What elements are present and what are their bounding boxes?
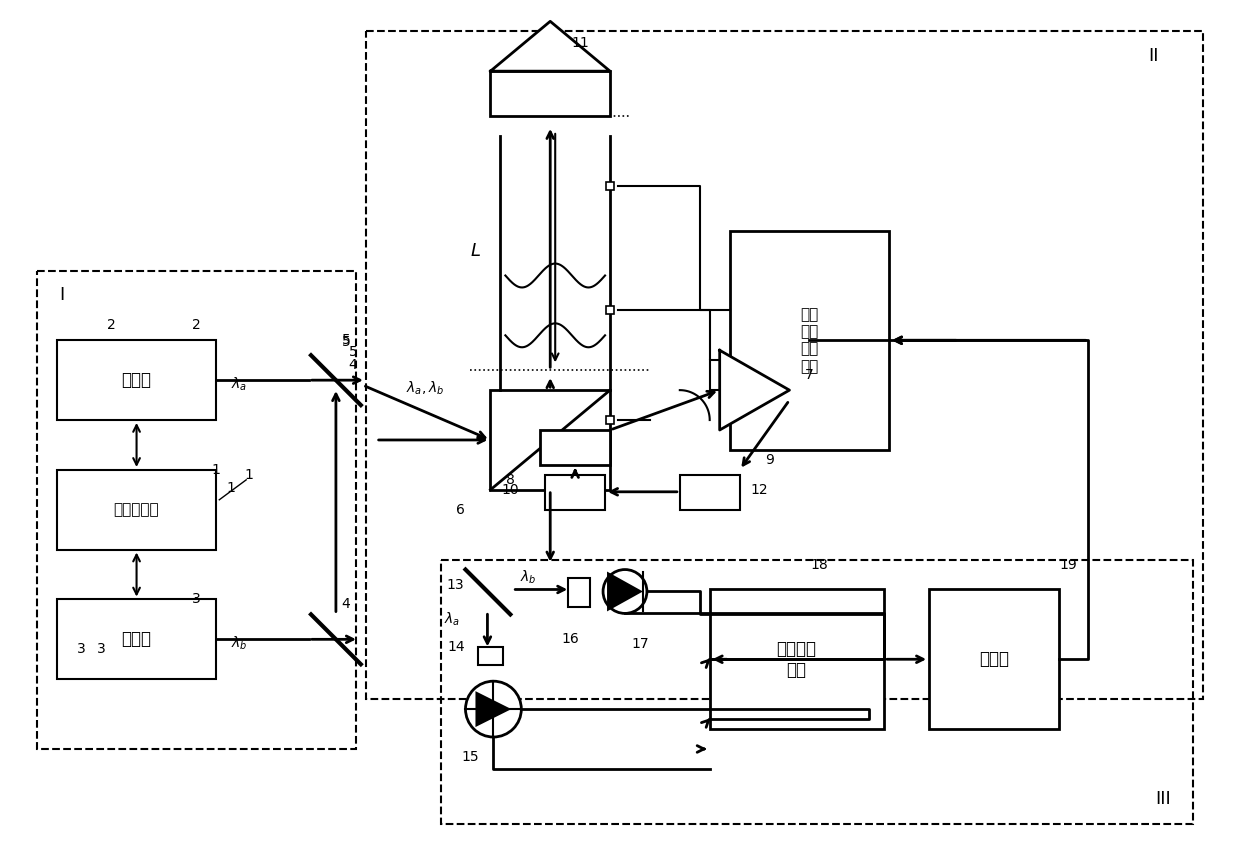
Text: 18: 18 (811, 557, 828, 571)
Bar (490, 71, 610, 116)
Text: 8: 8 (506, 473, 515, 487)
Text: 激光器: 激光器 (122, 371, 151, 389)
Text: 数据采集
模块: 数据采集 模块 (776, 639, 816, 678)
Text: II: II (1148, 47, 1158, 66)
Polygon shape (719, 350, 790, 430)
Text: $\lambda_b$: $\lambda_b$ (231, 634, 248, 652)
Circle shape (603, 570, 647, 614)
Text: 6: 6 (456, 503, 465, 517)
Text: 5: 5 (341, 336, 350, 350)
Text: 3: 3 (97, 642, 107, 656)
Text: III: III (1156, 790, 1171, 808)
Text: 5: 5 (341, 333, 350, 347)
Polygon shape (490, 22, 610, 71)
Text: 激光器: 激光器 (122, 630, 151, 648)
Bar (440, 559, 1193, 823)
Text: 17: 17 (631, 637, 649, 652)
Text: 14: 14 (448, 640, 465, 654)
Bar (568, 577, 590, 608)
Text: I: I (60, 287, 64, 305)
Text: 环境
参数
测量
模块: 环境 参数 测量 模块 (800, 306, 818, 374)
Bar (57, 469, 216, 550)
Bar (606, 306, 614, 314)
Bar (479, 647, 503, 665)
Text: 16: 16 (562, 633, 579, 646)
Bar (546, 475, 605, 510)
Text: 5: 5 (348, 345, 357, 359)
Text: $\lambda_a$: $\lambda_a$ (231, 375, 248, 393)
Text: 1: 1 (227, 481, 236, 494)
Text: 计算机: 计算机 (978, 650, 1009, 668)
Text: 1: 1 (244, 468, 254, 482)
Bar (57, 600, 216, 679)
Bar (490, 390, 610, 490)
Text: 3: 3 (192, 593, 201, 607)
Text: $\lambda_b$: $\lambda_b$ (521, 569, 537, 586)
Text: 19: 19 (1060, 557, 1078, 571)
Bar (541, 430, 610, 465)
Text: 1: 1 (212, 463, 221, 477)
Bar (729, 230, 889, 450)
Text: L: L (470, 242, 480, 260)
Bar (37, 270, 356, 749)
Text: 12: 12 (750, 482, 769, 497)
Text: 7: 7 (805, 369, 813, 382)
Text: 4: 4 (348, 358, 357, 372)
Bar (606, 416, 614, 424)
Text: 13: 13 (446, 577, 464, 591)
Text: $\lambda_a,\lambda_b$: $\lambda_a,\lambda_b$ (405, 380, 444, 397)
Text: 2: 2 (192, 318, 201, 332)
Text: 9: 9 (765, 453, 774, 467)
Text: 10: 10 (501, 482, 520, 497)
Bar (680, 475, 739, 510)
Bar (366, 31, 1203, 699)
Text: 4: 4 (341, 597, 350, 612)
Circle shape (465, 681, 521, 737)
Bar (709, 589, 884, 729)
Text: 2: 2 (108, 318, 117, 332)
Bar (606, 182, 614, 190)
Polygon shape (475, 691, 511, 727)
Text: 11: 11 (572, 36, 589, 50)
Text: $\lambda_a$: $\lambda_a$ (444, 611, 460, 628)
Text: 3: 3 (77, 642, 86, 656)
Text: 15: 15 (461, 750, 480, 764)
Polygon shape (608, 571, 642, 611)
Bar (57, 340, 216, 420)
Bar (929, 589, 1059, 729)
Text: 飞秒光频梳: 飞秒光频梳 (114, 502, 160, 517)
